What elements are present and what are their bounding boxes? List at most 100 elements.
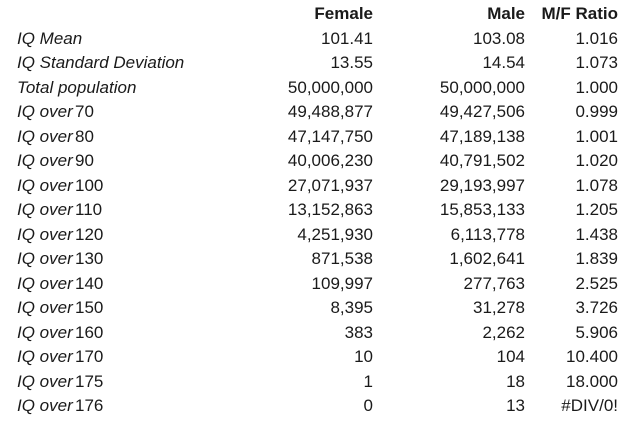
cell-male-value: 47,189,138	[439, 126, 525, 146]
cell-female-value: 50,000,000	[287, 77, 373, 97]
cell-female-value: 109,997	[311, 273, 373, 293]
cell-male-value: 103.08	[473, 28, 525, 48]
table-body: IQ Mean 101.41 103.08 1.016 IQ Standard …	[0, 27, 627, 419]
row-label: IQ over	[17, 396, 73, 416]
table-row: IQ Mean 101.41 103.08 1.016	[0, 27, 627, 52]
row-label: IQ Mean	[17, 28, 83, 48]
row-label: IQ over	[17, 200, 73, 220]
cell-ratio-value: 1.073	[575, 53, 618, 73]
cell-female-value: 871,538	[311, 249, 373, 269]
table-row: IQ over 150 8,395 31,278 3.726	[0, 296, 627, 321]
cell-male-value: 29,193,997	[439, 175, 525, 195]
row-label: Total population	[17, 77, 137, 97]
row-label: IQ over	[17, 224, 73, 244]
cell-female-value: 8,395	[330, 298, 373, 318]
cell-female-value: 0	[363, 396, 373, 416]
header-mf-ratio: M/F Ratio	[541, 4, 619, 24]
cell-ratio-value: 1.001	[575, 126, 618, 146]
row-label: IQ over	[17, 298, 73, 318]
row-threshold: 140	[75, 273, 104, 293]
row-label: IQ over	[17, 371, 73, 391]
cell-male-value: 49,427,506	[439, 102, 525, 122]
header-row: Female Male M/F Ratio	[0, 2, 627, 27]
cell-ratio-value: 1.078	[575, 175, 618, 195]
row-threshold: 100	[75, 175, 104, 195]
table-row: IQ over 70 49,488,877 49,427,506 0.999	[0, 100, 627, 125]
table-row: IQ over 176 0 13 #DIV/0!	[0, 394, 627, 419]
header-label-spacer	[0, 2, 75, 27]
table-row: IQ over 100 27,071,937 29,193,997 1.078	[0, 174, 627, 199]
cell-ratio-value: 0.999	[575, 102, 618, 122]
row-threshold: 176	[75, 396, 104, 416]
row-threshold: 110	[75, 200, 103, 220]
cell-male-value: 14.54	[482, 53, 525, 73]
row-threshold	[75, 27, 160, 52]
cell-female-value: 47,147,750	[287, 126, 373, 146]
table-row: IQ over 110 13,152,863 15,853,133 1.205	[0, 198, 627, 223]
row-threshold: 170	[75, 347, 104, 367]
cell-ratio-value: #DIV/0!	[561, 396, 618, 416]
cell-ratio-value: 2.525	[575, 273, 618, 293]
table-row: IQ over 120 4,251,930 6,113,778 1.438	[0, 223, 627, 248]
cell-ratio-value: 10.400	[566, 347, 618, 367]
row-label: IQ over	[17, 273, 73, 293]
row-label: IQ over	[17, 126, 73, 146]
row-threshold: 130	[75, 249, 104, 269]
cell-ratio-value: 1.000	[575, 77, 618, 97]
row-label: IQ over	[17, 347, 73, 367]
cell-ratio-value: 1.020	[575, 151, 618, 171]
cell-male-value: 18	[506, 371, 525, 391]
cell-ratio-value: 1.438	[575, 224, 618, 244]
row-label: IQ over	[17, 322, 73, 342]
row-label: IQ over	[17, 175, 73, 195]
cell-female-value: 27,071,937	[287, 175, 373, 195]
cell-female-value: 4,251,930	[297, 224, 373, 244]
cell-male-value: 15,853,133	[439, 200, 525, 220]
table-row: IQ over 90 40,006,230 40,791,502 1.020	[0, 149, 627, 174]
cell-male-value: 13	[506, 396, 525, 416]
cell-ratio-value: 5.906	[575, 322, 618, 342]
table-row: IQ over 160 383 2,262 5.906	[0, 321, 627, 346]
cell-female-value: 40,006,230	[287, 151, 373, 171]
table-row: IQ over 140 109,997 277,763 2.525	[0, 272, 627, 297]
table-row: Total population 50,000,000 50,000,000 1…	[0, 76, 627, 101]
cell-male-value: 1,602,641	[449, 249, 525, 269]
row-label: IQ over	[17, 102, 73, 122]
cell-ratio-value: 1.205	[575, 200, 618, 220]
row-threshold: 150	[75, 298, 104, 318]
cell-male-value: 6,113,778	[450, 224, 525, 244]
header-female: Female	[314, 4, 373, 24]
cell-male-value: 40,791,502	[439, 151, 525, 171]
cell-male-value: 2,262	[482, 322, 525, 342]
cell-female-value: 49,488,877	[287, 102, 373, 122]
row-threshold: 120	[75, 224, 104, 244]
cell-ratio-value: 18.000	[566, 371, 618, 391]
row-label: IQ over	[17, 151, 73, 171]
row-label: IQ over	[17, 249, 73, 269]
cell-ratio-value: 3.726	[575, 298, 618, 318]
row-label: IQ Standard Deviation	[17, 53, 185, 73]
row-threshold: 90	[75, 151, 94, 171]
cell-male-value: 104	[496, 347, 525, 367]
row-threshold: 175	[75, 371, 104, 391]
header-male: Male	[487, 4, 525, 24]
cell-ratio-value: 1.016	[575, 28, 618, 48]
cell-male-value: 31,278	[473, 298, 525, 318]
cell-female-value: 13.55	[330, 53, 373, 73]
cell-male-value: 50,000,000	[439, 77, 525, 97]
cell-male-value: 277,763	[463, 273, 525, 293]
row-threshold: 80	[75, 126, 94, 146]
table-row: IQ over 80 47,147,750 47,189,138 1.001	[0, 125, 627, 150]
cell-female-value: 1	[363, 371, 373, 391]
cell-ratio-value: 1.839	[575, 249, 618, 269]
cell-female-value: 10	[354, 347, 373, 367]
header-threshold-spacer	[75, 2, 160, 27]
cell-female-value: 101.41	[321, 28, 373, 48]
cell-female-value: 13,152,863	[287, 200, 373, 220]
row-threshold: 70	[75, 102, 94, 122]
table-row: IQ over 170 10 104 10.400	[0, 345, 627, 370]
cell-female-value: 383	[344, 322, 373, 342]
table-row: IQ over 175 1 18 18.000	[0, 370, 627, 395]
